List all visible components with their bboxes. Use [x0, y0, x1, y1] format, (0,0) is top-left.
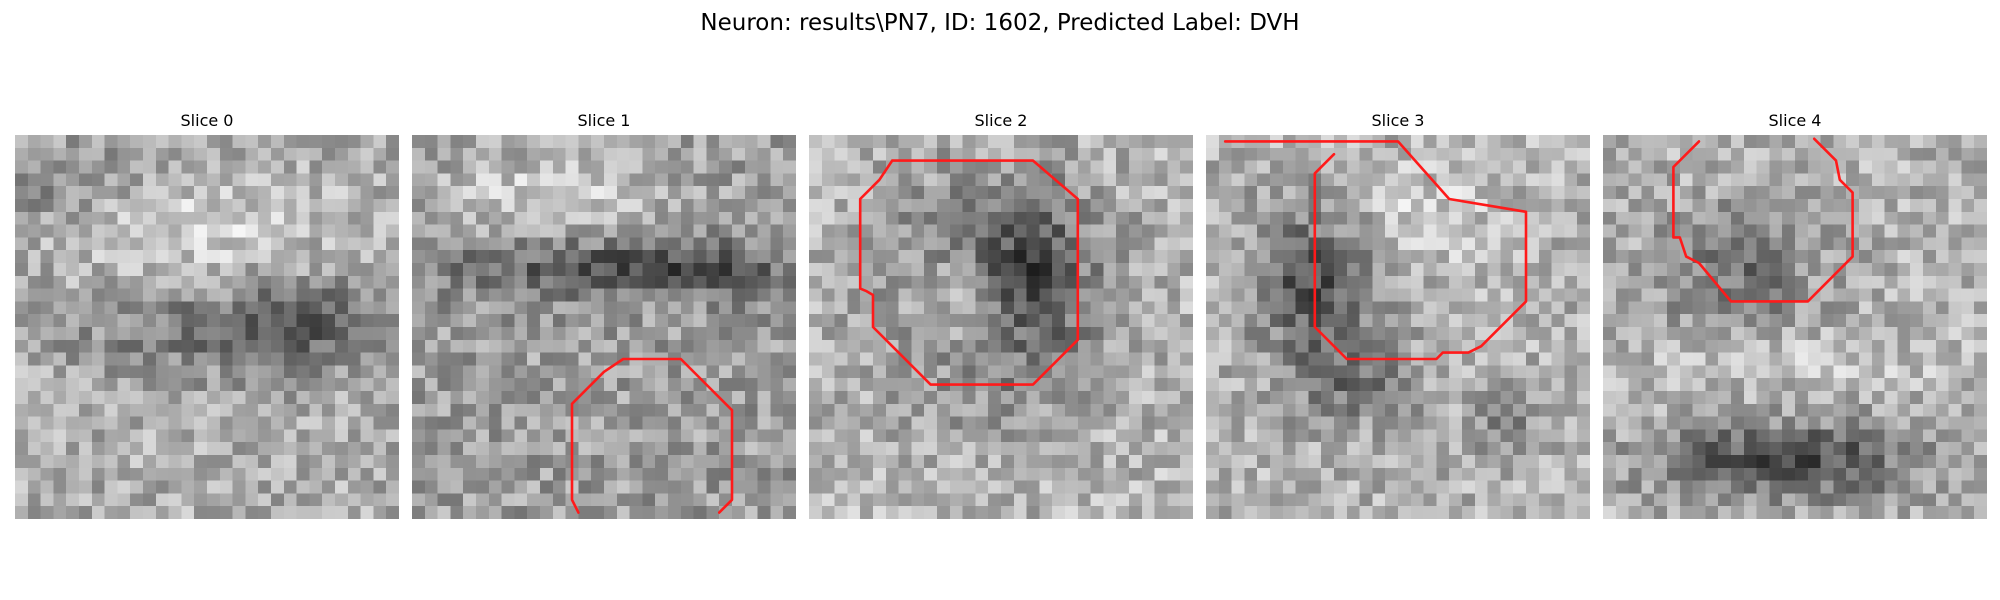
slice-title: Slice 0: [180, 111, 234, 130]
roi-contour: [570, 357, 734, 514]
slice-image: [1206, 135, 1590, 519]
roi-contour: [858, 159, 1080, 386]
slice-image: [809, 135, 1193, 519]
slice-title: Slice 3: [1371, 111, 1425, 130]
slice-image: [15, 135, 399, 519]
slice-title: Slice 4: [1768, 111, 1822, 130]
slice-title: Slice 2: [974, 111, 1028, 130]
roi-contour: [1672, 137, 1854, 303]
roi-contour: [1223, 140, 1528, 361]
slice-image: [412, 135, 796, 519]
figure-title: Neuron: results\PN7, ID: 1602, Predicted…: [700, 10, 1300, 36]
slice-image: [1603, 135, 1987, 519]
slice-title: Slice 1: [577, 111, 631, 130]
